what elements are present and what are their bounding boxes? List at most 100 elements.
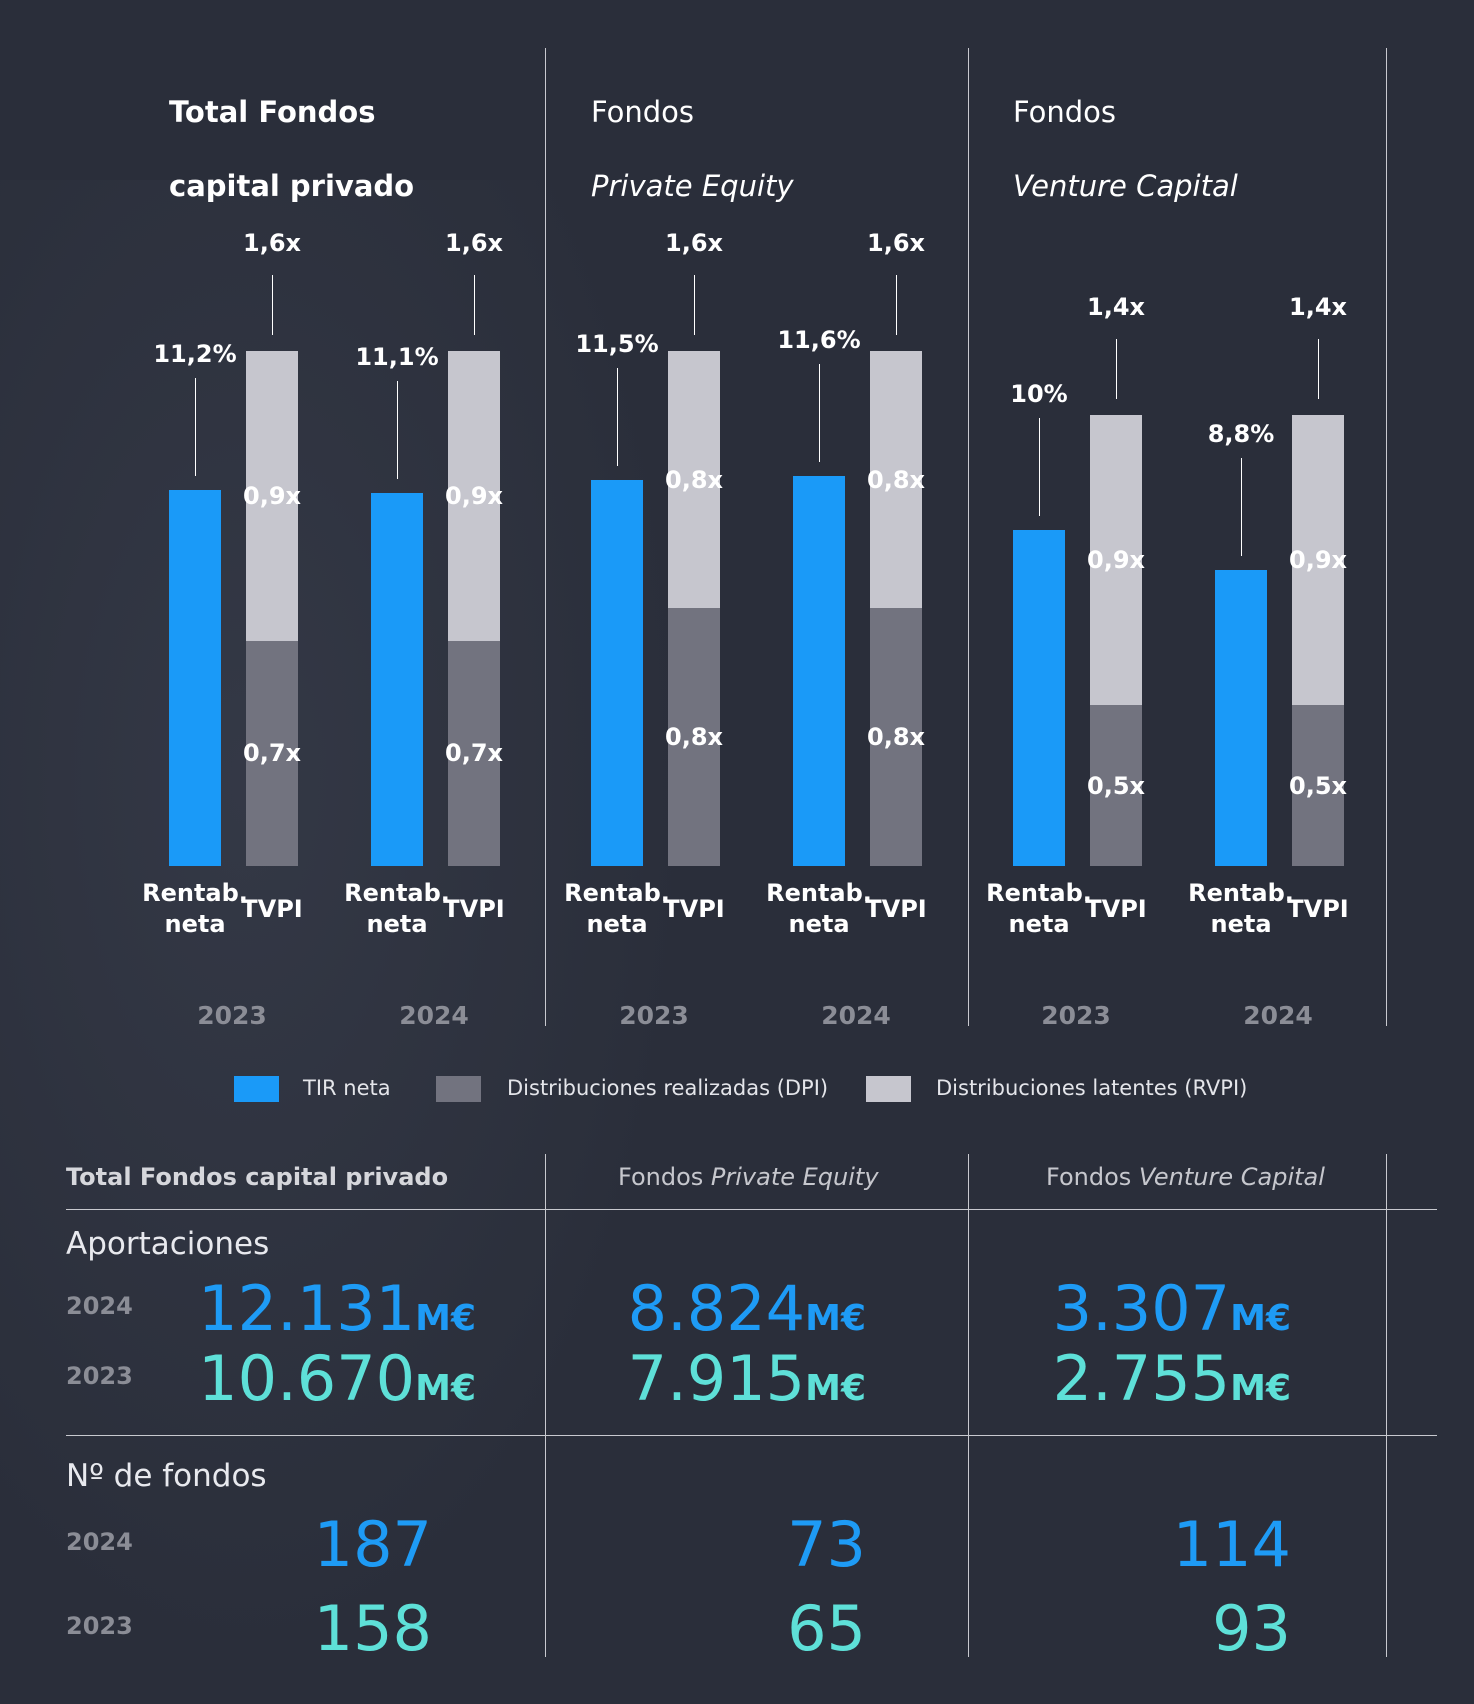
bar-dpi-p1-2023 [668, 608, 720, 866]
tir-leader-p0-2024 [397, 381, 398, 480]
bar-rvpi-p2-2023 [1090, 415, 1142, 705]
table-divider-2 [968, 1154, 969, 1657]
table-header-private-equity: Fondos Private Equity [618, 1163, 879, 1191]
unit: M€ [1230, 1368, 1291, 1409]
bar-rvpi-p1-2023 [668, 350, 720, 609]
bar-dpi-p0-2024 [448, 640, 500, 866]
tir-label-p2-2024: 8,8% [1207, 420, 1275, 449]
tir-label-p1-2024: 11,6% [777, 326, 861, 355]
rvpi-label-p1-2023: 0,8x [665, 465, 723, 494]
rvpi-label-p1-2024: 0,8x [867, 465, 925, 494]
panel-divider-1 [545, 48, 546, 1026]
bar-tir-p1-2024 [793, 476, 845, 866]
tir-leader-p1-2023 [617, 367, 618, 466]
panel-title-private-equity: Fondos Private Equity [591, 57, 794, 242]
year-label-p2-2024: 2024 [1243, 1001, 1313, 1030]
category-label-line: Rentab. [344, 879, 450, 907]
tir-label-p0-2023: 11,2% [153, 339, 237, 368]
dpi-label-p2-2023: 0,5x [1087, 771, 1145, 800]
tir-label-p0-2024: 11,1% [355, 343, 439, 372]
tvpi-label-p2-2024: 1,4x [1289, 293, 1347, 322]
row-year-2024: 2024 [66, 1528, 133, 1556]
dpi-label-p1-2023: 0,8x [665, 723, 723, 752]
tvpi-label-p0-2024: 1,6x [445, 228, 503, 257]
legend-label-dpi: Distribuciones realizadas (DPI) [507, 1076, 829, 1100]
aportaciones-vc-2024: 3.307M€ [1053, 1274, 1291, 1354]
tvpi-label-p1-2024: 1,6x [867, 228, 925, 257]
fondos-total-2023: 158 [313, 1592, 432, 1665]
table-header-text: Fondos [1046, 1163, 1139, 1191]
section-title-aportaciones: Aportaciones [66, 1226, 270, 1262]
table-section-rule [66, 1435, 1437, 1436]
category-label-line: Rentab. [564, 879, 670, 907]
category-label-tir: Rentab. neta [1165, 878, 1317, 940]
rvpi-label-p2-2024: 0,9x [1289, 546, 1347, 575]
bar-dpi-p2-2023 [1090, 705, 1142, 866]
category-label-tvpi: TVPI [1085, 895, 1147, 923]
bar-rvpi-p1-2024 [870, 350, 922, 609]
tir-label-p1-2023: 11,5% [575, 329, 659, 358]
unit: M€ [805, 1368, 866, 1409]
panel-title-line2: Private Equity [591, 169, 794, 203]
value: 7.915 [627, 1342, 806, 1415]
rvpi-label-p0-2023: 0,9x [243, 481, 301, 510]
category-label-line: neta [788, 910, 850, 938]
category-label-line: Rentab. [142, 879, 248, 907]
tvpi-leader-p1-2024 [896, 274, 897, 335]
panel-title-line1: Fondos [1013, 95, 1117, 129]
category-label-tvpi: TVPI [663, 895, 725, 923]
category-label-tvpi: TVPI [241, 895, 303, 923]
unit: M€ [415, 1368, 476, 1409]
table-header-venture-capital: Fondos Venture Capital [1046, 1163, 1325, 1191]
rvpi-label-p2-2023: 0,9x [1087, 546, 1145, 575]
tir-label-p2-2023: 10% [1010, 380, 1068, 408]
category-label-tvpi: TVPI [443, 895, 505, 923]
category-label-line: Rentab. [766, 879, 872, 907]
unit: M€ [1230, 1298, 1291, 1339]
value: 12.131 [198, 1272, 416, 1345]
tir-leader-p0-2023 [195, 377, 196, 476]
dpi-label-p1-2024: 0,8x [867, 723, 925, 752]
year-label-p2-2023: 2023 [1041, 1001, 1111, 1030]
bar-dpi-p2-2024 [1292, 705, 1344, 866]
tir-leader-p2-2024 [1241, 458, 1242, 557]
legend-swatch-rvpi [866, 1076, 911, 1102]
table-divider-1 [545, 1154, 546, 1657]
aportaciones-total-2023: 10.670M€ [198, 1344, 476, 1424]
unit: M€ [415, 1298, 476, 1339]
aportaciones-total-2024: 12.131M€ [198, 1274, 476, 1354]
bar-tir-p1-2023 [591, 479, 643, 866]
legend-swatch-tir [234, 1076, 279, 1102]
bar-rvpi-p2-2024 [1292, 415, 1344, 705]
category-label-line: Rentab. [1188, 879, 1294, 907]
bar-tir-p2-2024 [1215, 570, 1267, 866]
table-header-italic: Venture Capital [1138, 1163, 1325, 1191]
value: 3.307 [1052, 1272, 1231, 1345]
tvpi-label-p0-2023: 1,6x [243, 228, 301, 257]
tvpi-leader-p0-2023 [272, 274, 273, 335]
bar-rvpi-p0-2023 [246, 350, 298, 641]
tvpi-label-p2-2023: 1,4x [1087, 293, 1145, 322]
panel-title-line1: Fondos [591, 95, 695, 129]
category-label-tir: Rentab. neta [743, 878, 895, 940]
legend-label-rvpi: Distribuciones latentes (RVPI) [936, 1076, 1248, 1100]
value: 8.824 [627, 1272, 806, 1345]
aportaciones-pe-2024: 8.824M€ [628, 1274, 866, 1354]
panel-title-line1: Total Fondos [169, 95, 376, 129]
fondos-pe-2024: 73 [787, 1508, 866, 1581]
value: 2.755 [1052, 1342, 1231, 1415]
value: 10.670 [198, 1342, 416, 1415]
category-label-tvpi: TVPI [1287, 895, 1349, 923]
rvpi-label-p0-2024: 0,9x [445, 481, 503, 510]
bar-dpi-p0-2023 [246, 640, 298, 866]
bar-dpi-p1-2024 [870, 608, 922, 866]
tvpi-label-p1-2023: 1,6x [665, 228, 723, 257]
year-label-p0-2023: 2023 [197, 1001, 267, 1030]
panel-title-line2: capital privado [169, 169, 415, 203]
category-label-tir: Rentab. neta [963, 878, 1115, 940]
tvpi-leader-p0-2024 [474, 274, 475, 335]
category-label-line: neta [164, 910, 226, 938]
dpi-label-p2-2024: 0,5x [1289, 771, 1347, 800]
panel-divider-3 [1386, 48, 1387, 1026]
row-year-2024: 2024 [66, 1292, 133, 1320]
